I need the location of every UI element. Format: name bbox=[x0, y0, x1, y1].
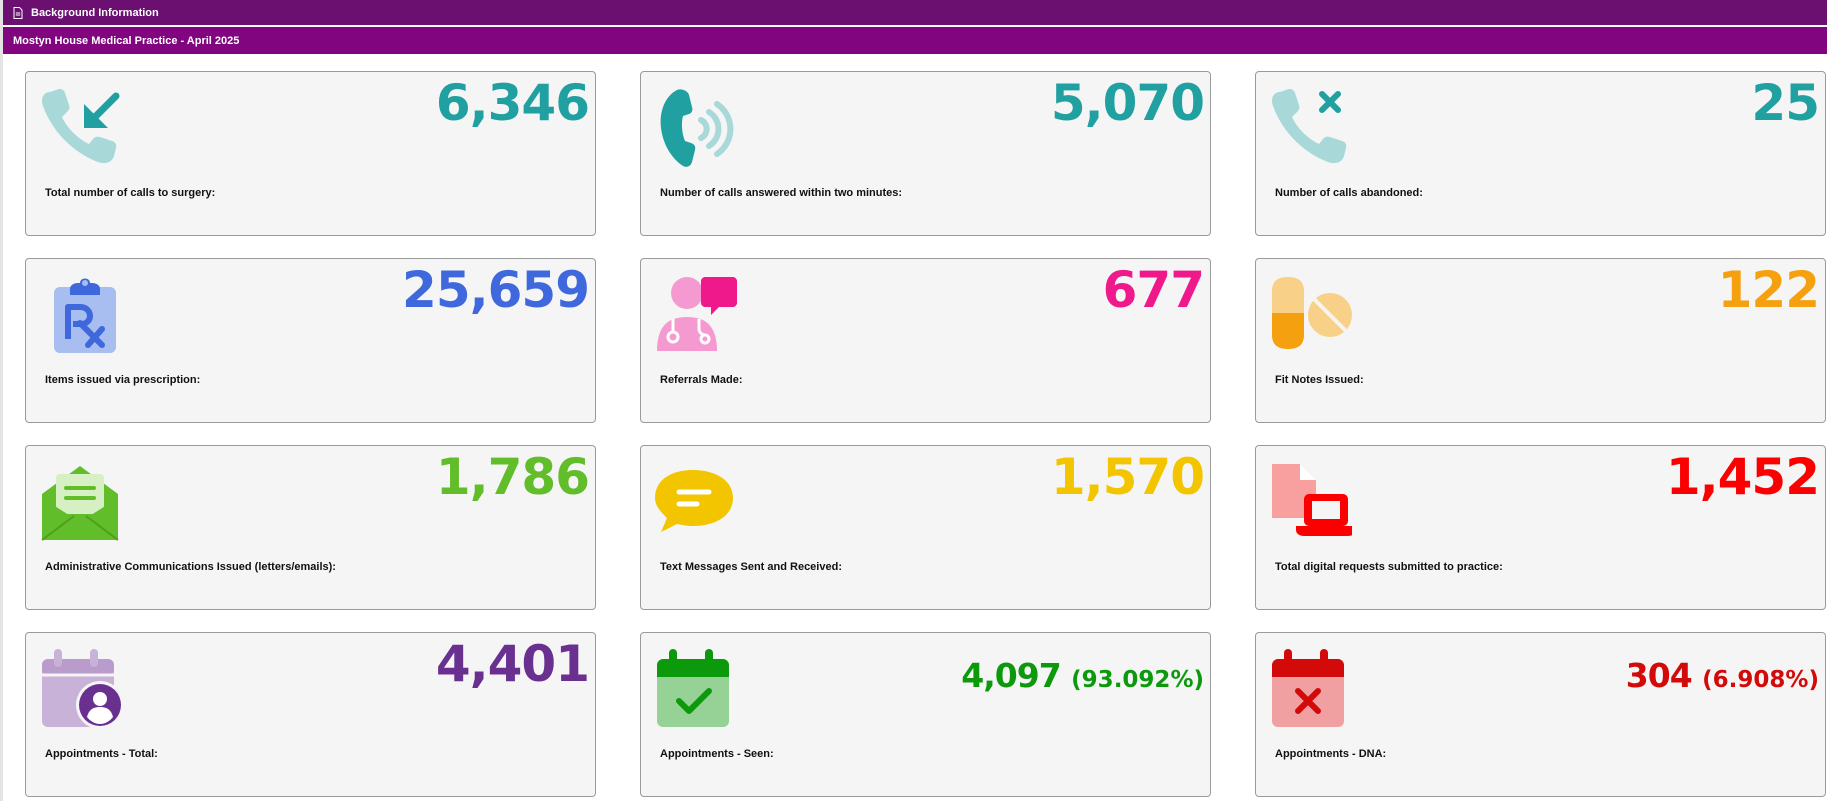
stat-card-appointments-seen: 4,097 (93.092%) Appointments - Seen: bbox=[640, 632, 1211, 797]
page-left-edge bbox=[0, 0, 3, 801]
incoming-call-icon bbox=[40, 86, 122, 168]
stat-value: 25 bbox=[1751, 74, 1820, 132]
stat-value: 1,570 bbox=[1050, 448, 1205, 506]
stat-label: Number of calls abandoned: bbox=[1275, 187, 1423, 199]
stat-card-calls-abandoned: 25 Number of calls abandoned: bbox=[1255, 71, 1826, 236]
stat-label: Appointments - Seen: bbox=[660, 748, 774, 760]
document-laptop-icon bbox=[1270, 460, 1352, 542]
stat-value: 304 (6.908%) bbox=[1626, 659, 1819, 692]
stat-card-calls-answered: 5,070 Number of calls answered within tw… bbox=[640, 71, 1211, 236]
speech-bubble-icon bbox=[655, 460, 737, 542]
stat-card-admin-comms: 1,786 Administrative Communications Issu… bbox=[25, 445, 596, 610]
stat-card-referrals: 677 Referrals Made: bbox=[640, 258, 1211, 423]
section-header[interactable]: Background Information bbox=[3, 0, 1827, 25]
stat-label: Total number of calls to surgery: bbox=[45, 187, 216, 199]
stat-value: 25,659 bbox=[402, 261, 590, 319]
stat-card-fit-notes: 122 Fit Notes Issued: bbox=[1255, 258, 1826, 423]
stat-card-text-messages: 1,570 Text Messages Sent and Received: bbox=[640, 445, 1211, 610]
stat-number: 304 bbox=[1625, 656, 1693, 695]
calendar-cross-icon bbox=[1270, 647, 1352, 729]
stat-percent: (6.908%) bbox=[1702, 667, 1819, 693]
missed-call-icon bbox=[1270, 86, 1352, 168]
stat-value: 1,786 bbox=[435, 448, 590, 506]
ringing-phone-icon bbox=[655, 86, 737, 168]
stat-label: Total digital requests submitted to prac… bbox=[1275, 561, 1503, 573]
stat-value: 5,070 bbox=[1050, 74, 1205, 132]
stat-value: 122 bbox=[1717, 261, 1820, 319]
stat-card-prescriptions: 25,659 Items issued via prescription: bbox=[25, 258, 596, 423]
stat-card-total-calls: 6,346 Total number of calls to surgery: bbox=[25, 71, 596, 236]
open-envelope-icon bbox=[40, 460, 122, 542]
page-title: Mostyn House Medical Practice - April 20… bbox=[13, 34, 240, 47]
stat-value: 677 bbox=[1102, 261, 1205, 319]
stat-number: 4,097 bbox=[961, 656, 1061, 695]
stat-label: Administrative Communications Issued (le… bbox=[45, 561, 336, 573]
stat-label: Referrals Made: bbox=[660, 374, 743, 386]
stat-label: Fit Notes Issued: bbox=[1275, 374, 1364, 386]
doctor-chat-icon bbox=[655, 273, 737, 355]
calendar-check-icon bbox=[655, 647, 737, 729]
stat-percent: (93.092%) bbox=[1071, 667, 1204, 693]
stat-card-digital-requests: 1,452 Total digital requests submitted t… bbox=[1255, 445, 1826, 610]
stat-value: 6,346 bbox=[435, 74, 590, 132]
stat-card-appointments-total: 4,401 Appointments - Total: bbox=[25, 632, 596, 797]
stat-label: Number of calls answered within two minu… bbox=[660, 187, 903, 199]
stat-value: 4,401 bbox=[435, 635, 590, 693]
calendar-person-icon bbox=[40, 647, 122, 729]
stat-label: Text Messages Sent and Received: bbox=[660, 561, 842, 573]
page-title-bar: Mostyn House Medical Practice - April 20… bbox=[3, 27, 1827, 54]
prescription-clipboard-icon bbox=[40, 273, 122, 355]
stat-label: Appointments - DNA: bbox=[1275, 748, 1387, 760]
stat-label: Items issued via prescription: bbox=[45, 374, 201, 386]
stat-value: 4,097 (93.092%) bbox=[961, 659, 1204, 692]
stat-value: 1,452 bbox=[1665, 448, 1820, 506]
section-header-label: Background Information bbox=[31, 6, 159, 19]
pills-icon bbox=[1270, 273, 1352, 355]
stat-card-appointments-dna: 304 (6.908%) Appointments - DNA: bbox=[1255, 632, 1826, 797]
stat-label: Appointments - Total: bbox=[45, 748, 158, 760]
document-icon bbox=[13, 6, 23, 19]
